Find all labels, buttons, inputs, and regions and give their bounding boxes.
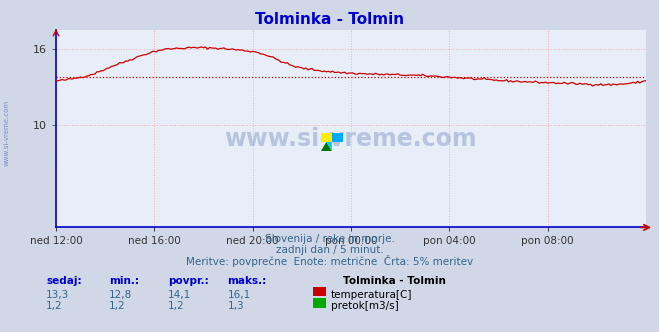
Text: min.:: min.:: [109, 276, 139, 286]
Text: povpr.:: povpr.:: [168, 276, 209, 286]
Text: 1,2: 1,2: [168, 301, 185, 311]
Text: 12,8: 12,8: [109, 290, 132, 299]
Text: 1,3: 1,3: [227, 301, 244, 311]
Text: www.si-vreme.com: www.si-vreme.com: [225, 126, 477, 150]
Text: Tolminka - Tolmin: Tolminka - Tolmin: [343, 276, 445, 286]
Polygon shape: [321, 142, 332, 151]
Bar: [321, 133, 332, 142]
Text: 14,1: 14,1: [168, 290, 191, 299]
Text: zadnji dan / 5 minut.: zadnji dan / 5 minut.: [275, 245, 384, 255]
Text: temperatura[C]: temperatura[C]: [331, 290, 413, 299]
Text: sedaj:: sedaj:: [46, 276, 82, 286]
Bar: [332, 133, 343, 142]
Text: www.si-vreme.com: www.si-vreme.com: [3, 100, 10, 166]
Text: 13,3: 13,3: [46, 290, 69, 299]
Text: Slovenija / reke in morje.: Slovenija / reke in morje.: [264, 234, 395, 244]
Polygon shape: [326, 142, 332, 151]
Text: Tolminka - Tolmin: Tolminka - Tolmin: [255, 12, 404, 27]
Text: maks.:: maks.:: [227, 276, 267, 286]
Text: 16,1: 16,1: [227, 290, 250, 299]
Text: Meritve: povprečne  Enote: metrične  Črta: 5% meritev: Meritve: povprečne Enote: metrične Črta:…: [186, 255, 473, 267]
Text: pretok[m3/s]: pretok[m3/s]: [331, 301, 399, 311]
Text: 1,2: 1,2: [46, 301, 63, 311]
Text: 1,2: 1,2: [109, 301, 125, 311]
